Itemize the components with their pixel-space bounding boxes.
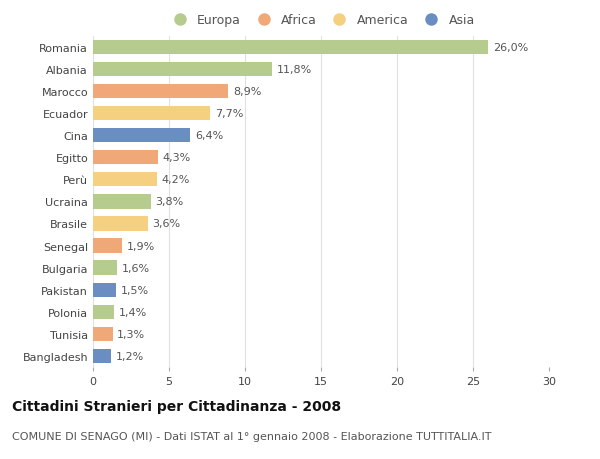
Text: 1,2%: 1,2% <box>116 351 144 361</box>
Bar <box>93 195 151 209</box>
Text: 3,6%: 3,6% <box>152 219 181 229</box>
Bar <box>93 239 122 253</box>
Text: COMUNE DI SENAGO (MI) - Dati ISTAT al 1° gennaio 2008 - Elaborazione TUTTITALIA.: COMUNE DI SENAGO (MI) - Dati ISTAT al 1°… <box>12 431 491 442</box>
Bar <box>93 84 228 99</box>
Bar <box>93 151 158 165</box>
Bar <box>93 62 272 77</box>
Text: Cittadini Stranieri per Cittadinanza - 2008: Cittadini Stranieri per Cittadinanza - 2… <box>12 399 341 413</box>
Text: 1,9%: 1,9% <box>127 241 155 251</box>
Text: 11,8%: 11,8% <box>277 65 312 75</box>
Bar <box>93 261 118 275</box>
Legend: Europa, Africa, America, Asia: Europa, Africa, America, Asia <box>167 14 475 27</box>
Text: 1,6%: 1,6% <box>122 263 150 273</box>
Bar <box>93 217 148 231</box>
Text: 3,8%: 3,8% <box>155 197 184 207</box>
Text: 1,3%: 1,3% <box>118 329 145 339</box>
Text: 4,3%: 4,3% <box>163 153 191 163</box>
Bar <box>93 327 113 341</box>
Bar <box>93 40 488 55</box>
Text: 26,0%: 26,0% <box>493 43 528 53</box>
Text: 1,4%: 1,4% <box>119 307 147 317</box>
Text: 1,5%: 1,5% <box>121 285 148 295</box>
Text: 4,2%: 4,2% <box>161 175 190 185</box>
Bar <box>93 349 111 364</box>
Bar <box>93 129 190 143</box>
Bar <box>93 173 157 187</box>
Text: 6,4%: 6,4% <box>195 131 223 141</box>
Text: 8,9%: 8,9% <box>233 87 261 97</box>
Bar <box>93 106 210 121</box>
Bar <box>93 305 114 319</box>
Text: 7,7%: 7,7% <box>215 109 243 119</box>
Bar <box>93 283 116 297</box>
